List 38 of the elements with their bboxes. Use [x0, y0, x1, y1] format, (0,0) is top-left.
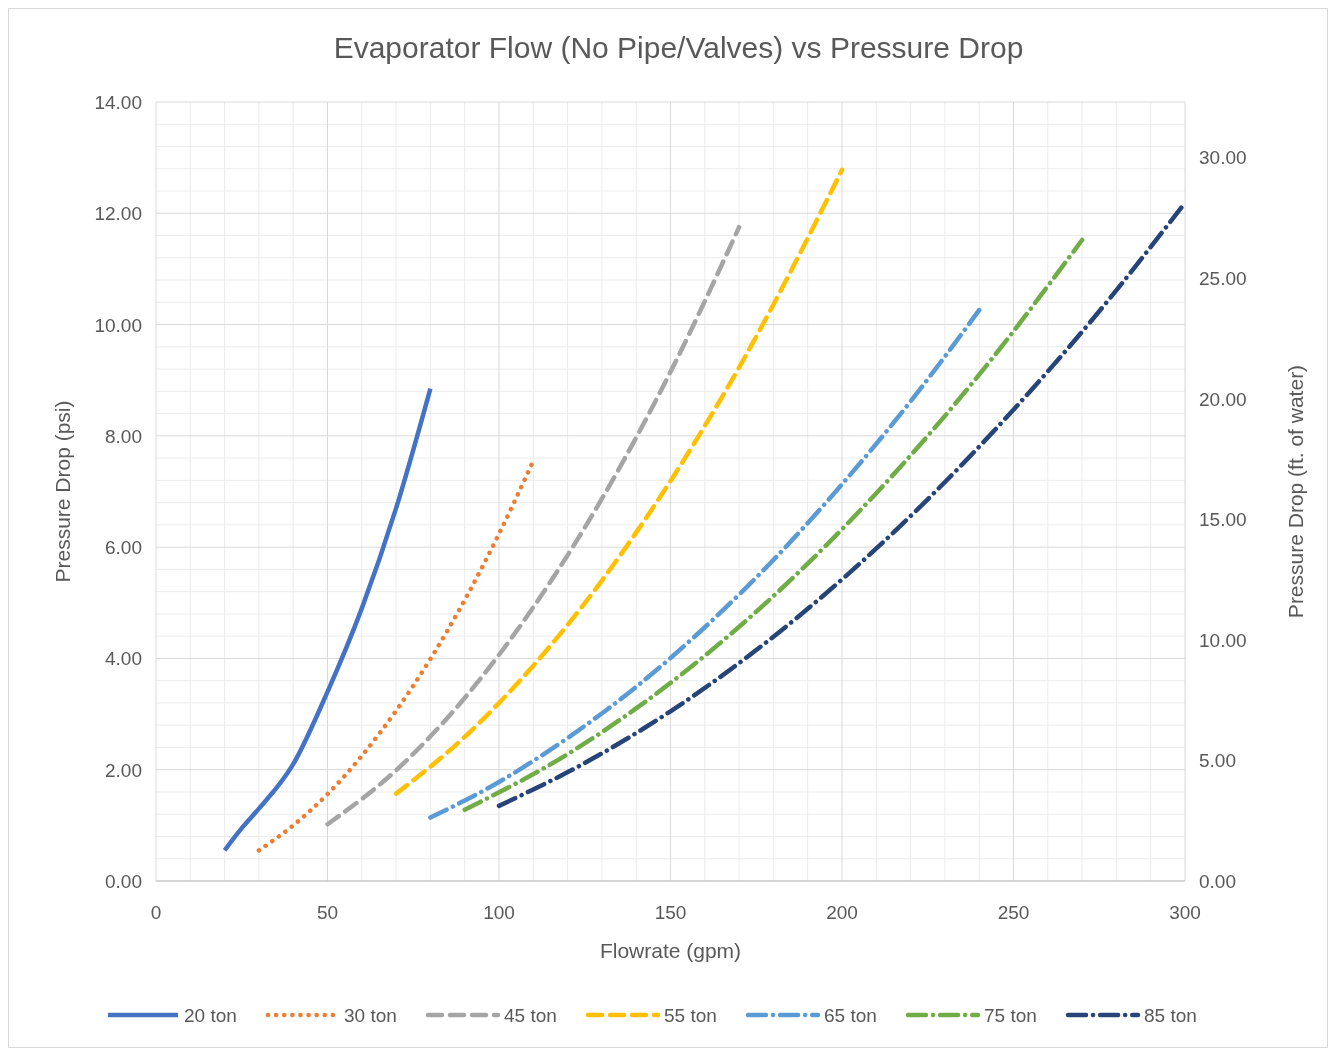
y2-tick-label: 0.00 — [1199, 871, 1236, 892]
line-series — [222, 386, 433, 853]
y-axis-title: Pressure Drop (psi) — [51, 400, 74, 583]
x-tick-label: 100 — [483, 902, 515, 923]
line-series — [325, 224, 742, 827]
y2-tick-label: 30.00 — [1199, 147, 1247, 169]
y-tick-label: 12.00 — [94, 203, 142, 225]
legend-label: 65 ton — [824, 1005, 877, 1026]
line-series — [462, 237, 1085, 813]
legend-label: 45 ton — [504, 1005, 557, 1026]
chart-title: Evaporator Flow (No Pipe/Valves) vs Pressure Drop — [333, 31, 1024, 64]
y2-tick-label: 15.00 — [1199, 509, 1247, 531]
y-tick-label: 2.00 — [105, 759, 142, 781]
legend-label: 75 ton — [984, 1005, 1037, 1026]
y-tick-label: 4.00 — [105, 648, 142, 670]
legend-label: 30 ton — [344, 1005, 397, 1026]
y2-axis-title: Pressure Drop (ft. of water) — [1284, 364, 1307, 619]
x-axis-title: Flowrate (gpm) — [599, 939, 742, 962]
x-tick-label: 0 — [150, 902, 162, 923]
x-tick-label: 250 — [997, 902, 1030, 923]
y-tick-label: 14.00 — [94, 92, 142, 113]
y-tick-label: 8.00 — [105, 425, 142, 447]
legend-label: 55 ton — [664, 1005, 717, 1026]
x-tick-label: 150 — [654, 902, 687, 923]
x-tick-label: 50 — [316, 902, 339, 923]
legend-label: 20 ton — [184, 1005, 237, 1026]
x-tick-label: 200 — [826, 902, 858, 923]
line-series — [393, 167, 845, 796]
y2-tick-label: 20.00 — [1199, 388, 1247, 410]
y2-tick-label: 5.00 — [1199, 750, 1236, 772]
y-tick-label: 10.00 — [94, 314, 142, 336]
x-tick-label: 300 — [1169, 902, 1201, 923]
y2-tick-label: 10.00 — [1199, 629, 1247, 651]
legend-label: 85 ton — [1144, 1005, 1197, 1026]
y2-tick-label: 25.00 — [1199, 268, 1247, 290]
line-series — [428, 307, 982, 820]
y-tick-label: 0.00 — [105, 871, 142, 892]
y-tick-label: 6.00 — [105, 537, 142, 559]
